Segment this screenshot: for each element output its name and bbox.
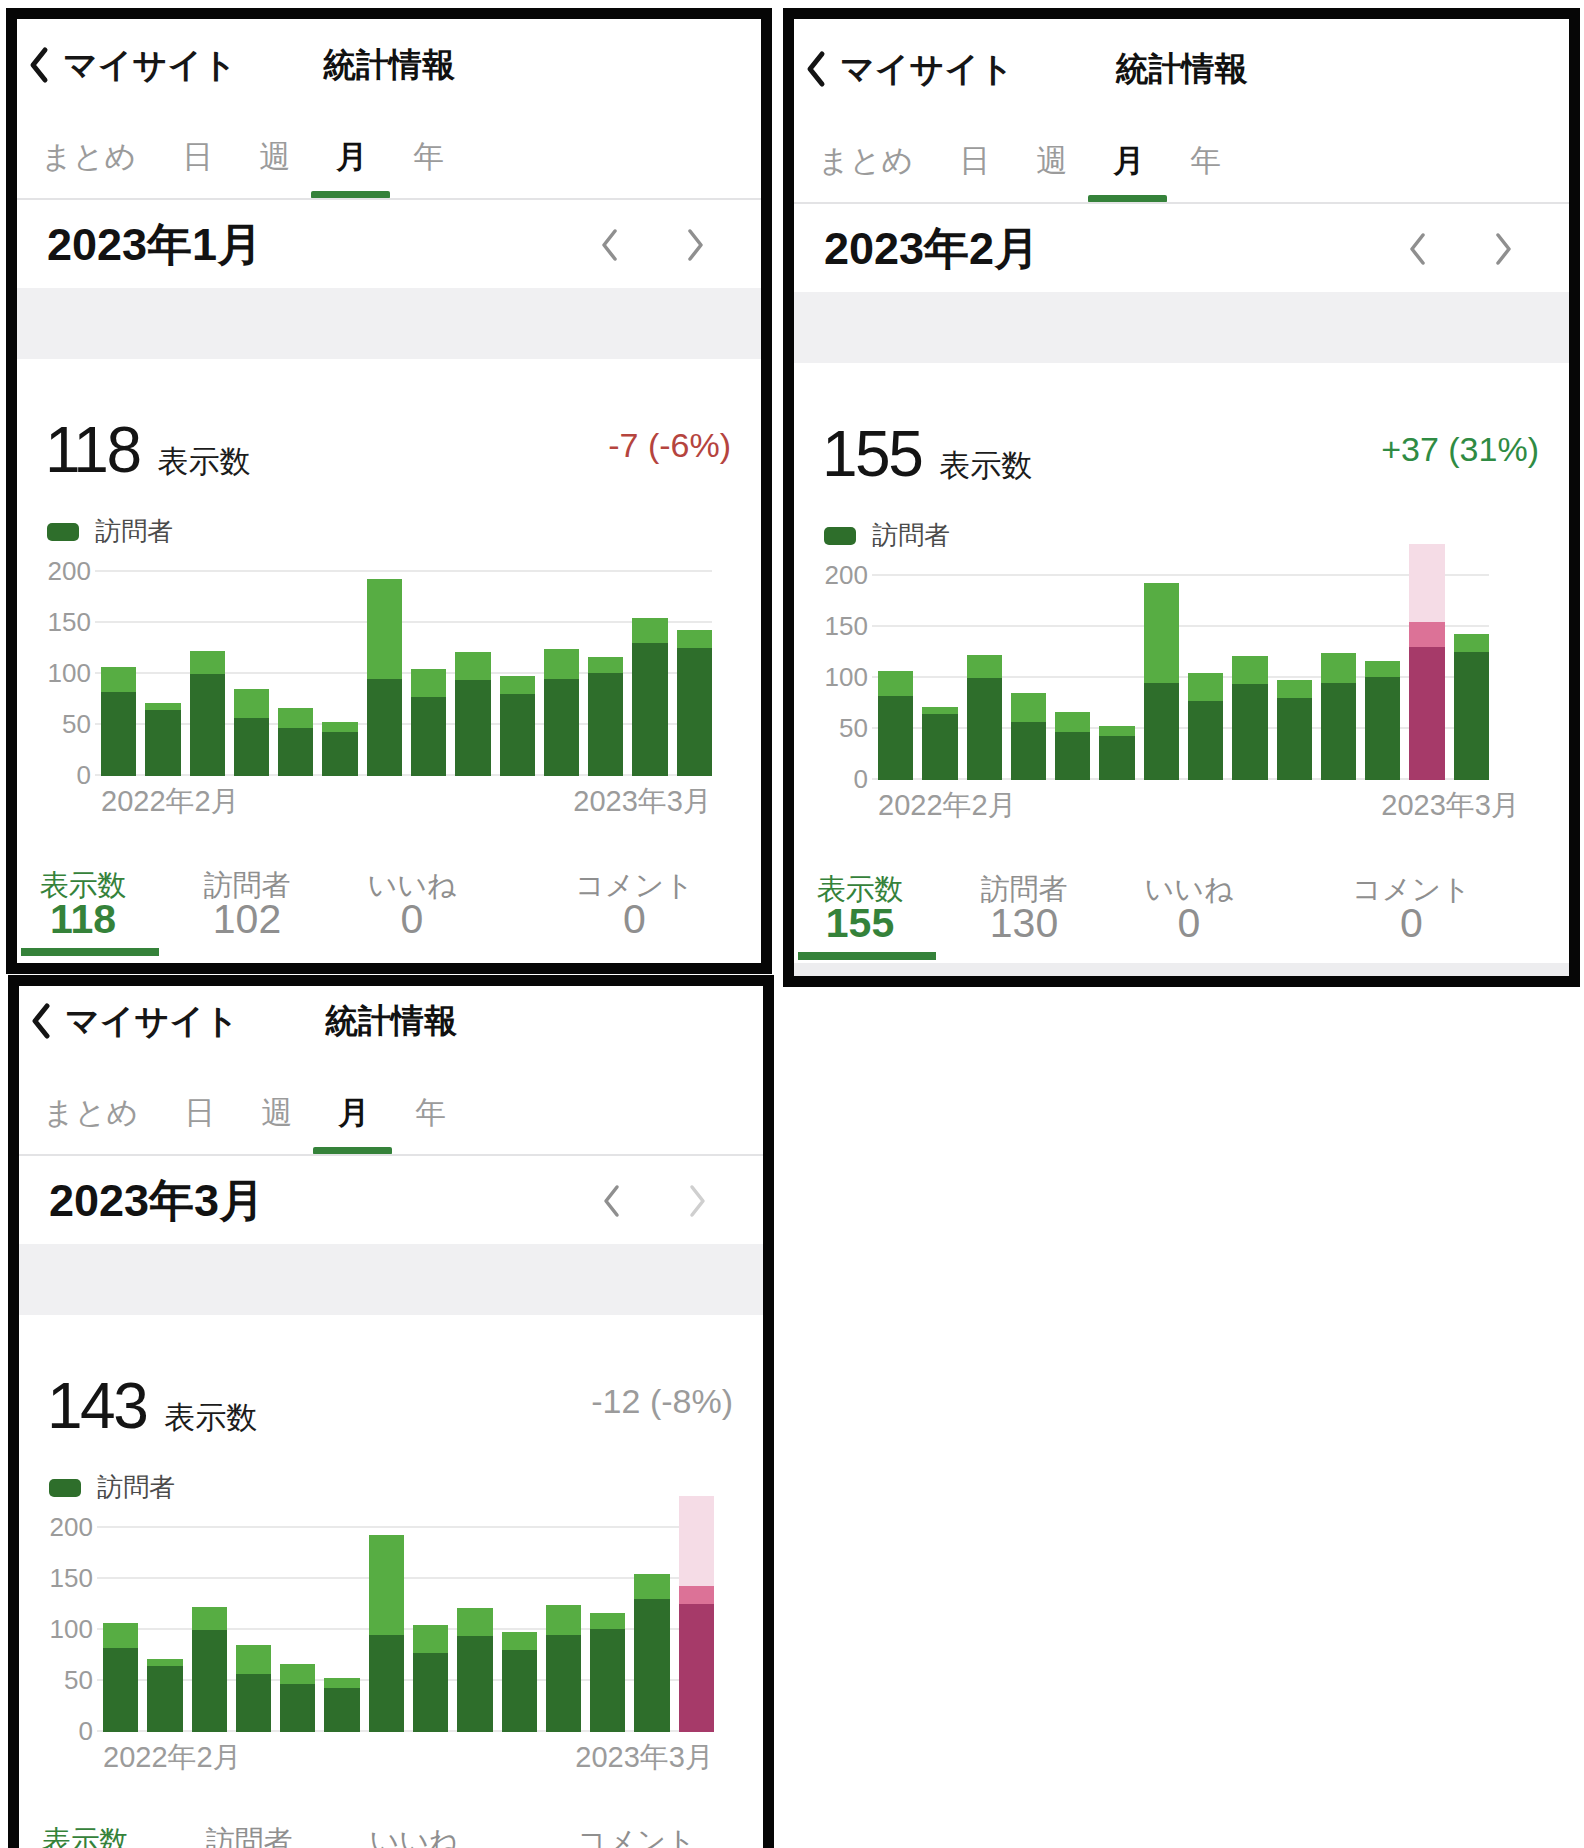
summary-stat-value: 130 bbox=[949, 900, 1099, 947]
visitors-segment bbox=[502, 1650, 537, 1732]
summary-stat-value: 0 bbox=[337, 896, 487, 943]
summary-stat-value: 0 bbox=[1114, 900, 1264, 947]
summary-stat-1[interactable]: 表示数 bbox=[19, 975, 151, 1848]
summary-stat-2[interactable]: 訪問者 bbox=[174, 975, 324, 1848]
summary-stat-label: 表示数 bbox=[19, 1822, 151, 1848]
visitors-segment bbox=[500, 694, 535, 776]
stats-screen: マイサイト 統計情報 まとめ日週月年 2023年3月 143 表示数 -12 (… bbox=[8, 975, 774, 1848]
summary-stat-label: 訪問者 bbox=[174, 1822, 324, 1848]
summary-stat-value: 0 bbox=[1324, 900, 1499, 947]
summary-stat-2[interactable]: 訪問者130 bbox=[949, 23, 1099, 980]
summary-stat-value: 118 bbox=[17, 896, 149, 943]
bar-10[interactable] bbox=[500, 540, 535, 776]
summary-stat-4[interactable]: コメント bbox=[549, 975, 724, 1848]
bar-10[interactable] bbox=[502, 1496, 537, 1732]
summary-stat-3[interactable]: いいね bbox=[339, 975, 489, 1848]
summary-stat-value: 102 bbox=[172, 896, 322, 943]
bar-10[interactable] bbox=[1277, 544, 1312, 780]
summary-stat-2[interactable]: 訪問者102 bbox=[172, 19, 322, 963]
summary-stat-1[interactable]: 表示数155 bbox=[794, 23, 926, 980]
summary-stat-3[interactable]: いいね0 bbox=[1114, 23, 1264, 980]
summary-stat-value: 0 bbox=[547, 896, 722, 943]
bottom-section-strip bbox=[794, 963, 1569, 976]
summary-stat-4[interactable]: コメント0 bbox=[547, 19, 722, 963]
summary-stat-4[interactable]: コメント0 bbox=[1324, 23, 1499, 980]
summary-stat-value: 155 bbox=[794, 900, 926, 947]
summary-stat-1[interactable]: 表示数118 bbox=[17, 19, 149, 963]
visitors-segment bbox=[1277, 698, 1312, 780]
summary-stat-label: コメント bbox=[549, 1822, 724, 1848]
summary-stat-label: いいね bbox=[339, 1822, 489, 1848]
summary-stat-3[interactable]: いいね0 bbox=[337, 19, 487, 963]
stats-screen: マイサイト 統計情報 まとめ日週月年 2023年2月 155 表示数 +37 (… bbox=[783, 8, 1580, 987]
stats-screen: マイサイト 統計情報 まとめ日週月年 2023年1月 118 表示数 -7 (-… bbox=[6, 8, 772, 974]
